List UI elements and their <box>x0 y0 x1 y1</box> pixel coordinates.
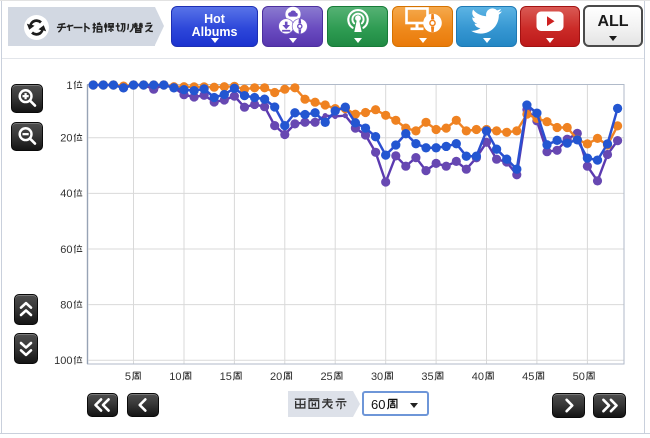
svg-text:20: 20 <box>60 133 72 145</box>
svg-text:35: 35 <box>421 371 433 383</box>
svg-text:50: 50 <box>573 371 585 383</box>
svg-text:25: 25 <box>320 371 332 383</box>
svg-text:30: 30 <box>371 371 383 383</box>
svg-text:40: 40 <box>472 371 484 383</box>
svg-text:60: 60 <box>60 244 72 256</box>
svg-text:15: 15 <box>220 371 232 383</box>
svg-text:5: 5 <box>125 371 131 383</box>
svg-text:80: 80 <box>60 299 72 311</box>
svg-text:10: 10 <box>169 371 181 383</box>
svg-text:100: 100 <box>54 355 72 367</box>
svg-text:45: 45 <box>522 371 534 383</box>
svg-text:40: 40 <box>60 188 72 200</box>
svg-text:20: 20 <box>270 371 282 383</box>
svg-text:1: 1 <box>66 80 72 92</box>
